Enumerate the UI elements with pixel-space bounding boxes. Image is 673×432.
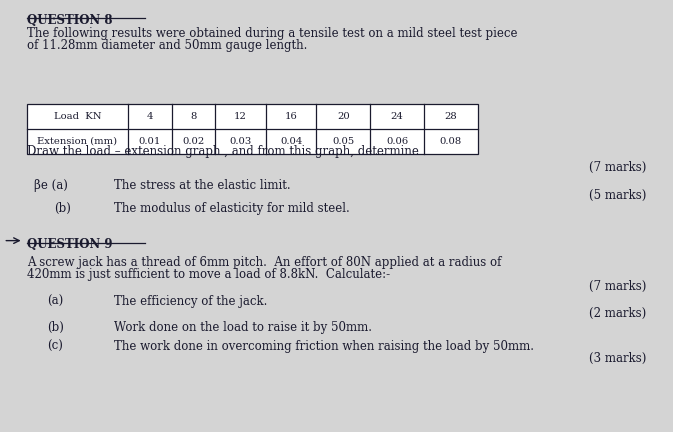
Text: The stress at the elastic limit.: The stress at the elastic limit.: [114, 179, 291, 192]
Bar: [27, 104, 128, 154]
Bar: [27, 104, 478, 154]
Text: (3 marks): (3 marks): [589, 352, 646, 365]
Text: 0.04: 0.04: [280, 137, 302, 146]
Text: The efficiency of the jack.: The efficiency of the jack.: [114, 295, 268, 308]
Text: 24: 24: [390, 112, 404, 121]
Text: (5 marks): (5 marks): [589, 189, 646, 202]
Text: Load  KN: Load KN: [54, 112, 101, 121]
Text: 16: 16: [285, 112, 297, 121]
Text: 0.05: 0.05: [332, 137, 355, 146]
Text: (c): (c): [47, 340, 63, 353]
Text: 28: 28: [445, 112, 457, 121]
Text: 12: 12: [234, 112, 247, 121]
Text: 420mm is just sufficient to move a load of 8.8kN.  Calculate:-: 420mm is just sufficient to move a load …: [27, 268, 390, 281]
Text: The work done in overcoming friction when raising the load by 50mm.: The work done in overcoming friction whe…: [114, 340, 534, 353]
Text: 4: 4: [147, 112, 153, 121]
Text: A screw jack has a thread of 6mm pitch.  An effort of 80N applied at a radius of: A screw jack has a thread of 6mm pitch. …: [27, 256, 501, 269]
Text: The modulus of elasticity for mild steel.: The modulus of elasticity for mild steel…: [114, 202, 350, 215]
Text: 0.06: 0.06: [386, 137, 408, 146]
Text: 0.03: 0.03: [229, 137, 252, 146]
Text: The following results were obtained during a tensile test on a mild steel test p: The following results were obtained duri…: [27, 27, 518, 40]
Text: of 11.28mm diameter and 50mm gauge length.: of 11.28mm diameter and 50mm gauge lengt…: [27, 39, 308, 52]
Text: Extension (mm): Extension (mm): [37, 137, 118, 146]
Text: (2 marks): (2 marks): [589, 307, 646, 320]
Text: QUESTION 9: QUESTION 9: [27, 238, 112, 251]
Text: βe (a): βe (a): [34, 179, 67, 192]
Text: (a): (a): [47, 295, 63, 308]
Text: 8: 8: [190, 112, 197, 121]
Text: Work done on the load to raise it by 50mm.: Work done on the load to raise it by 50m…: [114, 321, 372, 334]
Text: 0.08: 0.08: [439, 137, 462, 146]
Text: (b): (b): [47, 321, 64, 334]
Text: 0.02: 0.02: [182, 137, 205, 146]
Text: 20: 20: [337, 112, 349, 121]
Text: (b): (b): [54, 202, 71, 215]
Text: (7 marks): (7 marks): [589, 280, 646, 293]
Text: QUESTION 8: QUESTION 8: [27, 14, 112, 27]
Text: 0.01: 0.01: [139, 137, 161, 146]
Text: (7 marks): (7 marks): [589, 161, 646, 174]
Text: Draw the load – extension graph , and from this graph, determine: Draw the load – extension graph , and fr…: [27, 145, 419, 158]
